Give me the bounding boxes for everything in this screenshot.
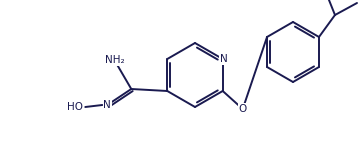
Text: O: O (239, 104, 247, 114)
Text: HO: HO (67, 102, 83, 112)
Text: N: N (220, 54, 228, 64)
Text: NH₂: NH₂ (105, 55, 125, 65)
Text: N: N (103, 100, 111, 110)
